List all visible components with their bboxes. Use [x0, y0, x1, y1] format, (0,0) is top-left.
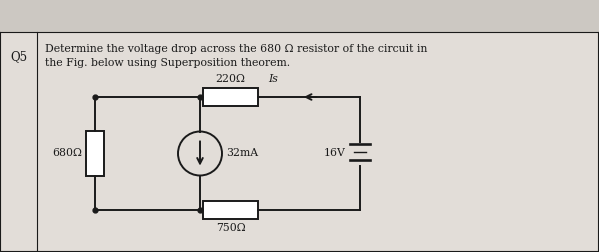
Text: Q5: Q5 — [10, 50, 27, 63]
Text: 220Ω: 220Ω — [216, 74, 246, 84]
Bar — [0, 0, 599, 32]
Bar — [203, 88, 258, 106]
Text: 750Ω: 750Ω — [216, 223, 246, 233]
Text: 32mA: 32mA — [226, 148, 258, 159]
Text: Determine the voltage drop across the 680 Ω resistor of the circuit in: Determine the voltage drop across the 68… — [45, 44, 427, 54]
Text: 16V: 16V — [324, 148, 346, 159]
Bar — [203, 201, 258, 219]
Text: 680Ω: 680Ω — [52, 148, 82, 159]
Text: Is: Is — [268, 74, 279, 84]
Text: the Fig. below using Superposition theorem.: the Fig. below using Superposition theor… — [45, 58, 290, 68]
Bar — [0, 32, 599, 252]
Bar — [86, 131, 104, 176]
